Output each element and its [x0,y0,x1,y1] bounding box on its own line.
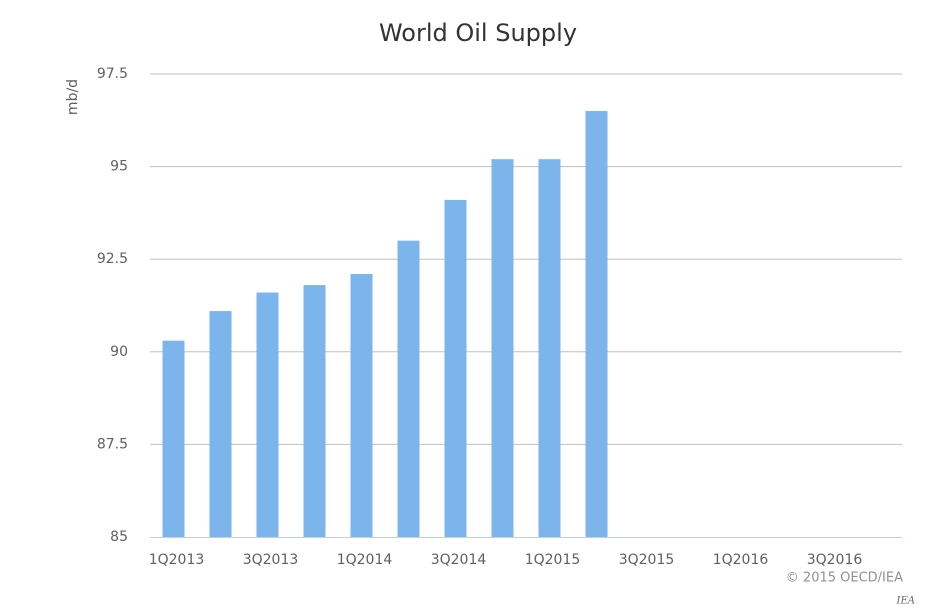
x-tick-label: 1Q2015 [525,552,581,568]
chart-title: World Oil Supply [379,19,577,47]
bar [491,159,514,537]
x-tick-label: 3Q2015 [619,552,675,568]
bar [538,159,561,537]
x-tick-label: 3Q2014 [431,552,487,568]
x-tick-label: 3Q2016 [807,552,863,568]
x-tick-label: 1Q2016 [713,552,769,568]
y-tick-label: 90 [110,344,128,360]
y-tick-label: 97.5 [97,66,128,82]
source-mark: IEA [896,596,915,607]
y-axis-label: mb/d [65,79,81,115]
y-tick-label: 85 [110,529,128,545]
bar [256,292,279,537]
x-tick-label: 1Q2014 [337,552,393,568]
credit: © 2015 OECD/IEA [786,571,903,586]
bar [444,199,467,537]
x-tick-label: 1Q2013 [149,552,205,568]
x-tick-label: 3Q2013 [243,552,299,568]
bar [350,274,373,537]
bar [303,285,326,537]
bar [397,240,420,537]
y-tick-label: 95 [110,159,128,175]
y-tick-label: 92.5 [97,251,128,267]
bar [209,311,232,537]
y-tick-label: 87.5 [97,436,128,452]
bar [162,340,185,537]
bar [585,111,608,537]
